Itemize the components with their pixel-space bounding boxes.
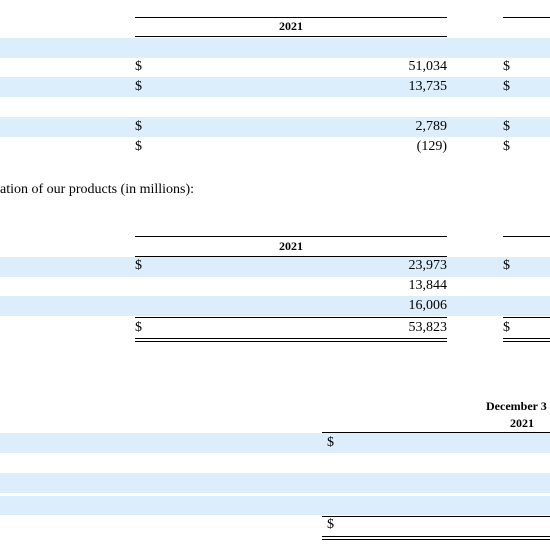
rule — [503, 17, 550, 18]
amount: 23,973 — [408, 258, 448, 273]
currency: $ — [135, 139, 142, 154]
currency: $ — [135, 59, 142, 74]
double-rule — [503, 338, 550, 342]
currency: $ — [135, 258, 142, 273]
amount: (129) — [416, 139, 447, 154]
row-band — [0, 117, 550, 137]
currency: $ — [503, 79, 510, 94]
amount: 51,034 — [408, 59, 448, 74]
double-rule — [135, 338, 447, 342]
row-band — [0, 496, 550, 515]
double-rule — [322, 536, 550, 540]
year-header: 2021 — [279, 19, 303, 33]
currency: $ — [503, 320, 510, 335]
rule — [503, 236, 550, 237]
currency: $ — [503, 119, 510, 134]
amount: 53,823 — [408, 320, 448, 335]
rule — [503, 317, 550, 318]
row-band — [0, 433, 550, 453]
year-header: 2021 — [510, 416, 534, 430]
rule — [135, 36, 447, 37]
rule — [135, 256, 447, 257]
currency: $ — [327, 517, 334, 532]
currency: $ — [327, 435, 334, 450]
row-band — [0, 257, 550, 277]
date-header: December 3 — [486, 399, 547, 413]
currency: $ — [503, 139, 510, 154]
amount: 16,006 — [408, 298, 448, 313]
rule — [135, 317, 447, 318]
rule — [135, 236, 447, 237]
rule — [322, 516, 550, 517]
year-header: 2021 — [279, 239, 303, 253]
currency: $ — [135, 320, 142, 335]
currency: $ — [135, 79, 142, 94]
rule — [135, 17, 447, 18]
currency: $ — [503, 258, 510, 273]
caption: ation of our products (in millions): — [0, 182, 195, 197]
row-band — [0, 296, 550, 316]
amount: 13,735 — [408, 79, 448, 94]
rule — [322, 432, 550, 433]
row-band — [0, 77, 550, 97]
amount: 2,789 — [415, 119, 448, 134]
row-band — [0, 38, 550, 58]
amount: 13,844 — [408, 278, 448, 293]
currency: $ — [135, 119, 142, 134]
currency: $ — [503, 59, 510, 74]
row-band — [0, 473, 550, 493]
